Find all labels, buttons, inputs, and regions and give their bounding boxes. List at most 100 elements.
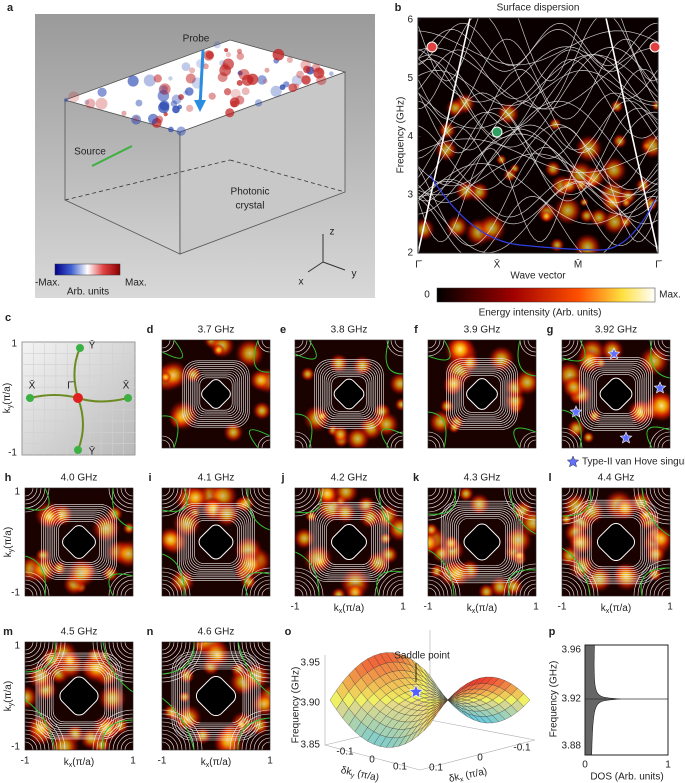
dos-area xyxy=(584,644,621,756)
panel-label: j xyxy=(280,472,284,484)
panel-title: 4.5 GHz xyxy=(61,627,98,638)
contour xyxy=(323,368,375,420)
field-spot xyxy=(133,116,139,122)
contour xyxy=(577,503,655,581)
plot-frame xyxy=(584,644,669,756)
panel-label: k xyxy=(413,472,420,484)
band-curve xyxy=(418,153,658,196)
x-axis-label-unit: (π/a) xyxy=(462,766,488,782)
map-frame xyxy=(161,339,271,449)
y-axis-label: ky(π/a) xyxy=(3,681,16,711)
contour xyxy=(195,373,237,415)
intensity-spot xyxy=(613,496,638,521)
x-axis-label-unit: (π/a) xyxy=(209,757,231,768)
colorbar-max: Max. xyxy=(125,278,147,289)
plot-frame xyxy=(417,17,659,254)
field-spot xyxy=(286,56,293,64)
intensity-spot xyxy=(394,397,403,412)
x-axis-label-unit: (π/a) xyxy=(609,603,631,614)
contour xyxy=(440,500,524,584)
band-curve xyxy=(418,126,658,188)
x-tick-label: 1 xyxy=(130,756,136,767)
x-tick-label: Γ̄ xyxy=(415,260,423,271)
center-pocket xyxy=(596,522,636,562)
field-spot xyxy=(189,67,196,74)
contour xyxy=(314,359,384,429)
panel-title: 4.6 GHz xyxy=(198,627,235,638)
band-curve xyxy=(418,68,658,154)
contour xyxy=(316,509,382,575)
x-axis-label: kx(π/a) xyxy=(467,603,497,616)
field-spot xyxy=(168,76,173,81)
field-spot xyxy=(264,67,270,73)
k-point xyxy=(76,344,84,352)
y-axis-label-sub: y xyxy=(7,404,14,408)
contour xyxy=(45,662,113,730)
k-point xyxy=(74,446,82,454)
intensity-spot xyxy=(101,565,119,583)
panel-title: 4.2 GHz xyxy=(331,473,368,484)
field-spot xyxy=(229,97,240,108)
contour xyxy=(35,652,123,740)
field-spot xyxy=(131,114,142,125)
axis-z: z xyxy=(330,227,335,238)
band-curve xyxy=(418,111,658,195)
intensity-spot xyxy=(113,539,133,569)
panel-label: d xyxy=(147,324,154,336)
field-spot xyxy=(300,59,311,71)
intensity-spot xyxy=(553,195,583,226)
band-curve xyxy=(418,147,658,243)
intensity-spot xyxy=(638,345,670,377)
intensity-spot xyxy=(443,559,472,588)
contour xyxy=(590,368,642,420)
contour xyxy=(459,371,505,417)
field-spot xyxy=(224,48,229,53)
colorbar-min: -Max. xyxy=(35,278,60,289)
intensity-spot xyxy=(332,488,359,505)
band-curve xyxy=(418,22,658,67)
contour xyxy=(190,516,242,568)
contour xyxy=(47,664,111,728)
y-tick-label: -1 xyxy=(8,448,17,459)
probe-label: Probe xyxy=(183,34,210,45)
y-tick-label: -1 xyxy=(11,588,20,599)
band-curve xyxy=(418,163,658,225)
intensity-spot xyxy=(645,389,670,422)
contour xyxy=(585,511,647,573)
field-spot xyxy=(311,63,321,73)
y-tick-label: 3.92 xyxy=(562,694,582,705)
green-contour xyxy=(25,642,133,750)
surface-patch xyxy=(423,714,437,732)
y-axis-label-unit: (π/a) xyxy=(3,681,14,703)
x-tick-label: -1 xyxy=(424,602,433,613)
x-tick-label: 0 xyxy=(477,753,483,764)
iso-frequency-map xyxy=(295,340,403,448)
surface-band xyxy=(429,174,656,251)
colorbar-title: Arb. units xyxy=(67,287,109,298)
field-spot xyxy=(316,75,327,86)
legend-star xyxy=(566,455,580,468)
van-hove-star xyxy=(619,431,633,444)
center-pocket xyxy=(59,676,99,716)
contour xyxy=(581,359,651,429)
map-frame xyxy=(161,641,271,751)
contour xyxy=(327,372,371,416)
iso-frequency-map xyxy=(162,488,270,596)
contour xyxy=(37,654,121,738)
intensity-spot xyxy=(344,582,366,596)
green-contour xyxy=(25,488,133,596)
contour xyxy=(180,506,252,578)
y-axis-label: Frequency (GHz) xyxy=(549,661,560,738)
z-tick-label: 3.90 xyxy=(301,698,321,709)
contour xyxy=(461,373,503,415)
field-spot xyxy=(262,78,268,84)
map-frame xyxy=(24,641,134,751)
map-frame xyxy=(294,487,404,597)
contour xyxy=(199,377,233,411)
intensity-spot xyxy=(28,555,58,585)
contour xyxy=(50,667,108,725)
band-curve xyxy=(418,59,658,139)
panel-label: i xyxy=(148,472,151,484)
intensity-spot xyxy=(25,684,39,710)
